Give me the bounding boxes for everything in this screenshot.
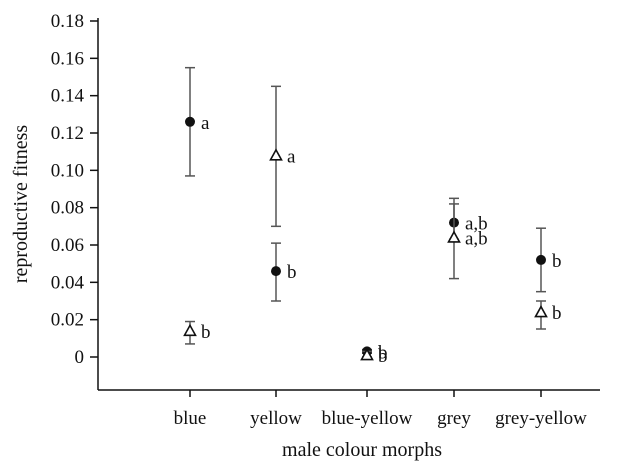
marker-triangle: [183, 323, 197, 337]
marker-triangle: [534, 305, 548, 318]
significance-label: a,b: [465, 214, 488, 235]
marker-circle: [536, 254, 546, 265]
x-axis-label: male colour morphs: [282, 439, 442, 461]
x-tick-label: blue-yellow: [322, 408, 413, 429]
significance-label: b: [552, 303, 562, 324]
y-tick-label: 0.06: [51, 235, 84, 256]
y-tick-label: 0.16: [51, 48, 84, 69]
y-tick-label: 0.04: [51, 272, 85, 293]
data-point-open-triangle-grey-yellow: b: [534, 300, 562, 330]
data-point-open-triangle-yellow: a: [269, 85, 296, 228]
marker-circle: [185, 116, 195, 127]
significance-label: b: [378, 346, 388, 367]
significance-label: b: [378, 342, 388, 363]
y-tick-label: 0.14: [51, 86, 85, 107]
significance-label: a,b: [465, 229, 488, 250]
significance-label: b: [552, 251, 562, 272]
y-tick-label: 0: [75, 347, 85, 368]
x-tick-label: grey-yellow: [495, 408, 587, 429]
data-point-open-triangle-blue: b: [183, 320, 211, 345]
marker-triangle: [447, 230, 461, 243]
y-axis-label: reproductive fitness: [10, 125, 32, 283]
data-point-open-triangle-blue-yellow: b: [360, 346, 388, 367]
data-point-filled-circle-blue: a: [185, 66, 210, 177]
y-tick-label: 0.02: [51, 310, 84, 331]
data-point-filled-circle-yellow: b: [271, 242, 297, 302]
x-ticks: blue yellow blue-yellow grey grey-yellow: [174, 390, 587, 429]
x-tick-label: yellow: [250, 408, 302, 429]
marker-triangle: [269, 148, 283, 161]
marker-circle: [271, 266, 281, 277]
data-point-filled-circle-grey-yellow: b: [536, 227, 562, 293]
y-tick-label: 0.18: [51, 11, 84, 32]
significance-label: b: [201, 322, 211, 343]
y-tick-label: 0.12: [51, 123, 84, 144]
y-tick-label: 0.08: [51, 198, 84, 219]
significance-label: a: [201, 113, 210, 134]
y-tick-label: 0.10: [51, 160, 84, 181]
data-point-open-triangle-grey: a,b: [447, 203, 488, 280]
x-tick-label: blue: [174, 408, 207, 429]
x-tick-label: grey: [437, 408, 471, 429]
significance-label: b: [287, 262, 297, 283]
significance-label: a: [287, 146, 296, 167]
y-ticks: 0 0.02 0.04 0.06 0.08 0.10 0.12 0.14 0.16 0.18: [51, 11, 98, 368]
marker-triangle: [360, 347, 374, 361]
